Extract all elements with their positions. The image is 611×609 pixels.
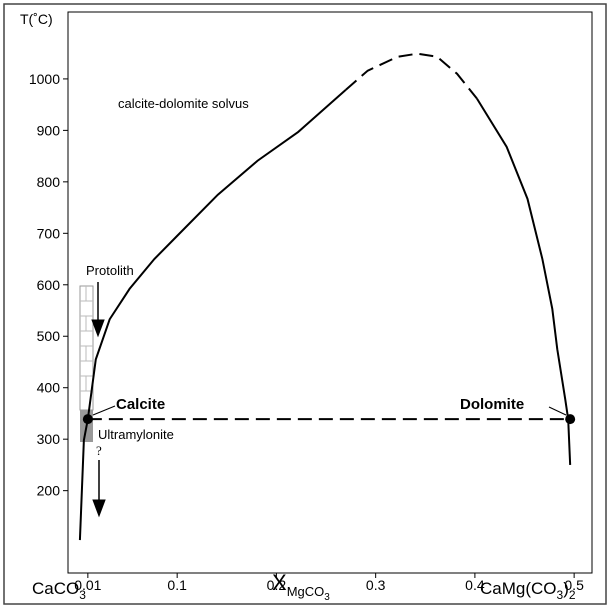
annotation: Protolith: [86, 263, 134, 278]
y-tick-label: 300: [37, 431, 61, 447]
annotation: Ultramylonite: [98, 427, 174, 442]
annotation: calcite-dolomite solvus: [118, 96, 249, 111]
sample-column: [79, 285, 94, 442]
y-tick-label: 400: [37, 380, 61, 396]
x-tick-label: 0.5: [564, 577, 584, 593]
point: [565, 414, 576, 425]
curve: [345, 52, 478, 100]
x-tick-label: 0.01: [74, 577, 101, 593]
annotation: Calcite: [116, 396, 165, 413]
x-axis-title: XMgCO3: [272, 570, 330, 603]
y-tick-label: 600: [37, 277, 61, 293]
y-tick-label: 200: [37, 483, 61, 499]
x-tick-label: 0.2: [267, 577, 287, 593]
point: [82, 414, 93, 425]
left-end-label: CaCO3: [32, 579, 86, 602]
annotation: Dolomite: [460, 396, 524, 413]
y-tick-label: 700: [37, 225, 61, 241]
x-tick-label: 0.3: [366, 577, 386, 593]
y-axis-title: T(˚C): [20, 11, 53, 27]
y-tick-label: 900: [37, 122, 61, 138]
annotation: ?: [96, 443, 102, 458]
arrows: [91, 282, 567, 518]
y-tick-label: 800: [37, 174, 61, 190]
y-tick-label: 1000: [29, 71, 60, 87]
right-end-label: CaMg(CO3)2: [480, 579, 576, 602]
x-tick-label: 0.4: [465, 577, 485, 593]
curve: [476, 97, 572, 465]
y-tick-label: 500: [37, 328, 61, 344]
plot-area: [67, 11, 593, 574]
x-tick-label: 0.1: [167, 577, 187, 593]
